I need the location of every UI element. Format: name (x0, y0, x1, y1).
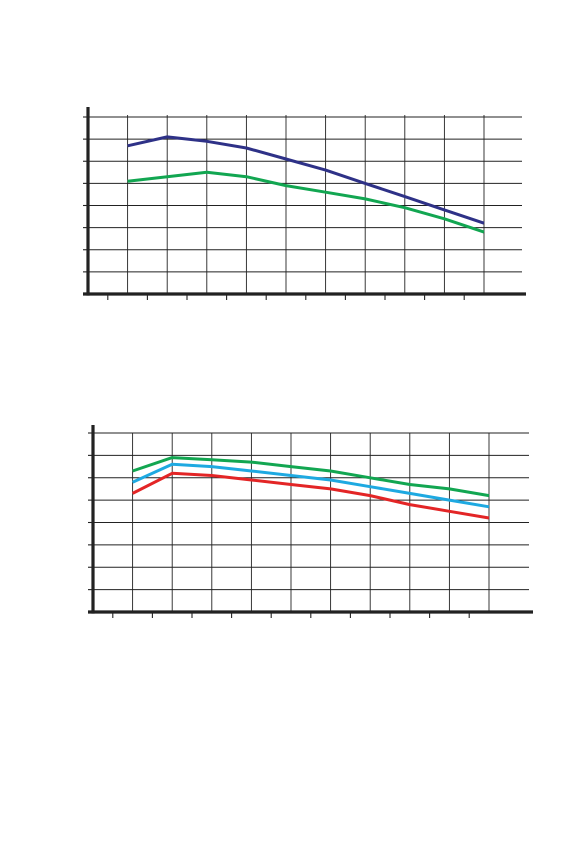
line-chart-bottom (88, 425, 533, 618)
series-line-1 (132, 456, 490, 498)
line-chart-top (83, 107, 526, 300)
grid (93, 432, 529, 612)
series-line-1 (127, 135, 485, 225)
series-line-3 (131, 471, 490, 520)
series-line-2 (127, 170, 485, 234)
series-line-2 (131, 462, 490, 509)
grid (88, 115, 522, 294)
